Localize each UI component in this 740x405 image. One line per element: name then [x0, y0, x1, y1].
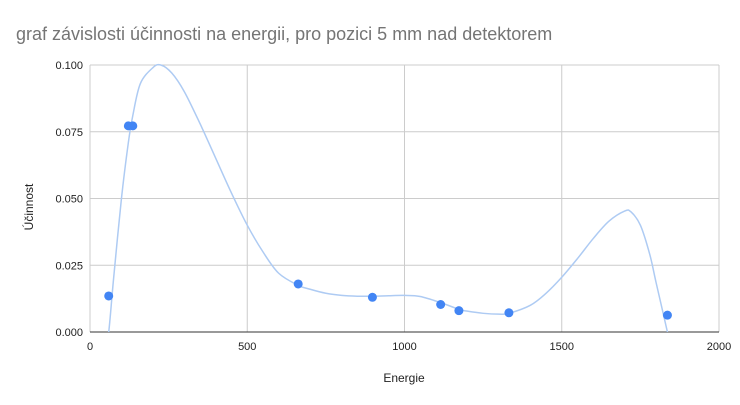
y-tick-label: 0.025: [55, 260, 83, 272]
tick-labels: 0 500 1000 1500 2000 0.000 0.025 0.050 0.075 0.10…: [55, 60, 731, 353]
data-point: [504, 308, 514, 318]
data-point: [436, 299, 446, 309]
data-point: [454, 306, 464, 316]
data-points: [104, 121, 672, 320]
y-tick-label: 0.050: [55, 194, 83, 206]
data-point: [104, 291, 114, 301]
x-tick-label: 1500: [550, 341, 574, 353]
y-tick-label: 0.075: [55, 127, 83, 139]
y-tick-label: 0.100: [55, 60, 83, 72]
y-axis-title: Účinnost: [21, 183, 36, 230]
trendline: [107, 63, 669, 332]
x-axis-title: Energie: [383, 371, 425, 385]
y-tick-label: 0.000: [55, 327, 83, 339]
x-tick-label: 0: [87, 341, 93, 353]
x-tick-label: 1000: [392, 341, 416, 353]
chart-title: graf závislosti účinnosti na energii, pr…: [16, 24, 552, 44]
data-point: [662, 310, 672, 320]
data-point: [128, 121, 138, 131]
x-tick-label: 500: [238, 341, 256, 353]
gridlines: [89, 64, 720, 332]
data-point: [293, 279, 303, 289]
x-tick-label: 2000: [707, 341, 731, 353]
data-point: [367, 292, 377, 302]
